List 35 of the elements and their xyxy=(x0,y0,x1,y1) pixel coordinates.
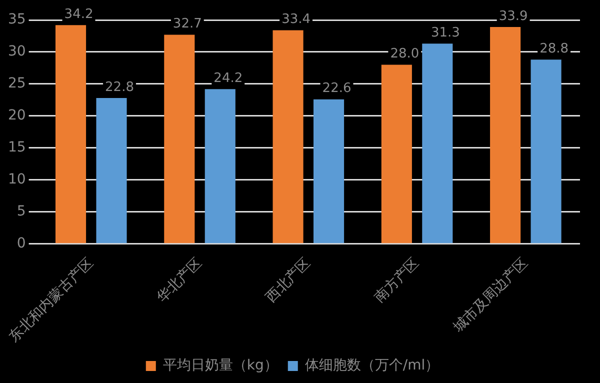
bar xyxy=(164,34,195,244)
data-label: 32.7 xyxy=(172,16,202,32)
data-label: 33.4 xyxy=(282,12,311,28)
legend-label: 体细胞数（万个/ml） xyxy=(304,358,440,374)
data-label: 22.6 xyxy=(322,81,352,96)
data-label: 24.2 xyxy=(214,70,243,86)
bar xyxy=(272,30,304,244)
data-label: 28.0 xyxy=(390,46,420,62)
y-tick-label: 10 xyxy=(8,172,26,188)
legend-label: 平均日奶量（kg） xyxy=(162,358,278,374)
y-tick-label: 20 xyxy=(8,108,26,124)
data-label: 31.3 xyxy=(430,26,460,41)
bar xyxy=(530,60,562,244)
bar xyxy=(204,89,236,244)
x-tick-label: 东北和内蒙古产区 xyxy=(6,254,97,346)
x-tick-label: 西北产区 xyxy=(262,254,314,306)
x-tick-label: 华北产区 xyxy=(154,254,206,306)
data-label: 28.8 xyxy=(540,42,569,57)
data-label: 34.2 xyxy=(64,6,94,22)
y-tick-label: 0 xyxy=(16,236,26,252)
bar xyxy=(422,44,453,244)
data-label: 33.9 xyxy=(498,8,528,24)
y-tick-label: 15 xyxy=(8,140,26,156)
bar xyxy=(96,98,127,244)
y-tick-label: 35 xyxy=(8,12,26,28)
bar xyxy=(381,64,412,244)
data-label: 22.8 xyxy=(105,80,134,95)
y-tick-label: 30 xyxy=(8,44,26,60)
bar xyxy=(55,25,86,244)
y-tick-label: 5 xyxy=(16,204,26,220)
x-tick-label: 城市及周边产区 xyxy=(450,254,532,336)
y-tick-label: 25 xyxy=(8,76,26,92)
x-tick-label: 南方产区 xyxy=(372,254,422,306)
bar xyxy=(490,27,521,244)
bar xyxy=(314,99,344,244)
